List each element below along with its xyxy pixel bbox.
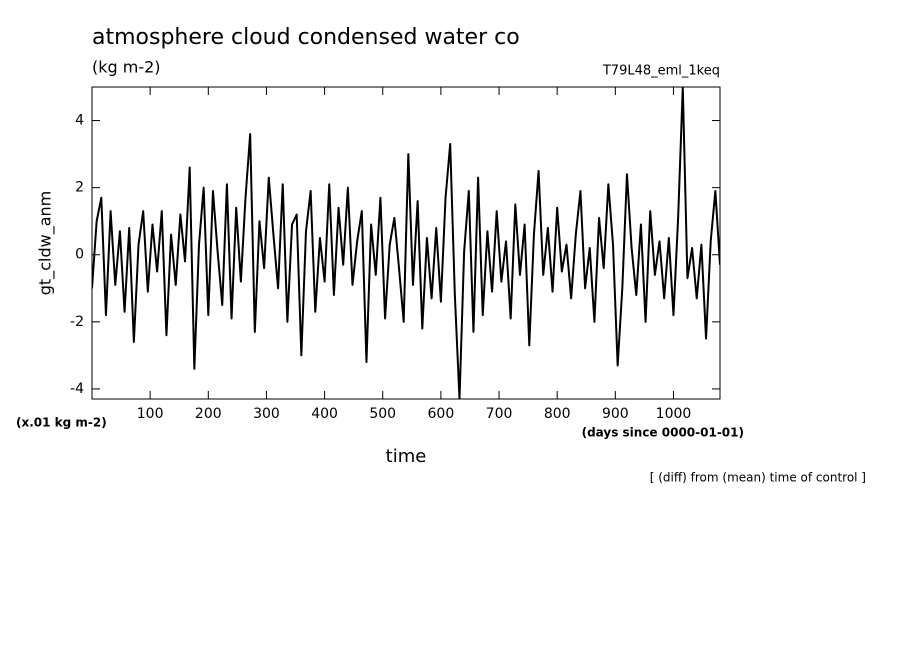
y-unit-label: (x.01 kg m-2) [16,416,107,430]
subtitle: (kg m-2) [92,58,161,77]
data-line [92,87,720,399]
y-tick-label: 0 [75,247,84,263]
x-tick-label: 100 [137,406,164,422]
y-tick-label: 4 [75,113,84,129]
y-tick-label: -4 [70,381,84,397]
x-tick-label: 700 [486,406,513,422]
x-tick-label: 500 [369,406,396,422]
plot-frame [91,86,721,400]
x-tick-label: 400 [311,406,338,422]
x-tick-label: 600 [428,406,455,422]
run-label: T79L48_eml_1keq [602,64,720,79]
x-tick-label: 1000 [656,406,692,422]
x-tick-label: 900 [602,406,629,422]
y-axis-label: gt_cldw_anm [36,191,56,295]
y-tick-label: 2 [75,180,84,196]
y-tick-label: -2 [70,314,84,330]
x-unit-label: (days since 0000-01-01) [582,426,744,440]
chart-title: atmosphere cloud condensed water co [92,25,520,50]
annotation: [ (diff) from (mean) time of control ] [650,471,866,485]
x-tick-label: 300 [253,406,280,422]
x-tick-label: 200 [195,406,222,422]
x-axis-label: time [386,446,427,467]
x-tick-label: 800 [544,406,571,422]
